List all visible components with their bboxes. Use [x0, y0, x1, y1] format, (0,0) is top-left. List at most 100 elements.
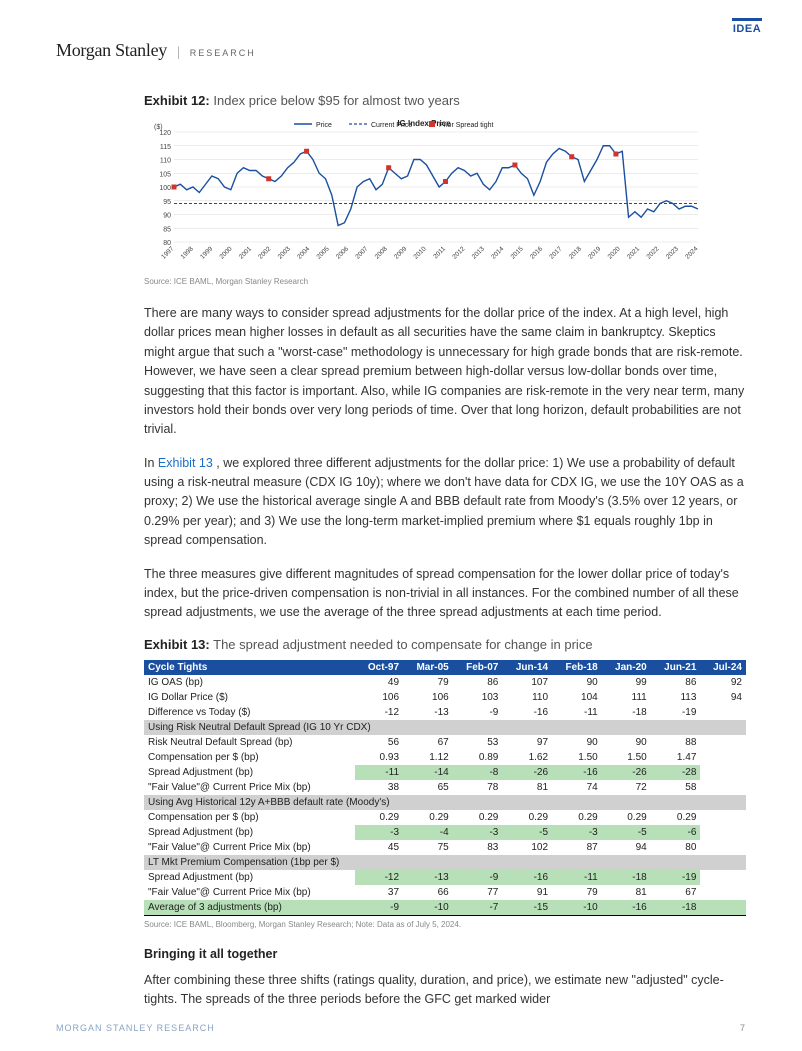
- svg-text:2022: 2022: [645, 245, 660, 260]
- table-cell: 106: [355, 690, 403, 705]
- table-cell: -5: [602, 825, 651, 840]
- table-cell: "Fair Value"@ Current Price Mix (bp): [144, 840, 355, 855]
- svg-text:2006: 2006: [335, 245, 350, 260]
- table-cell: -16: [552, 765, 602, 780]
- svg-text:2012: 2012: [451, 245, 466, 260]
- table-cell: IG OAS (bp): [144, 675, 355, 690]
- svg-text:2009: 2009: [393, 245, 408, 260]
- p2-b: , we explored three different adjustment…: [144, 456, 744, 548]
- table-cell: -18: [602, 705, 651, 720]
- svg-text:2010: 2010: [413, 245, 428, 260]
- paragraph-1: There are many ways to consider spread a…: [144, 304, 746, 440]
- footer-left: MORGAN STANLEY RESEARCH: [56, 1023, 215, 1033]
- table-cell: 113: [651, 690, 701, 705]
- table-cell: 53: [453, 735, 503, 750]
- svg-text:90: 90: [163, 213, 171, 220]
- table-cell: [700, 870, 746, 885]
- exhibit13-link[interactable]: Exhibit 13: [158, 456, 213, 470]
- table-cell: 0.29: [602, 810, 651, 825]
- table-cell: 81: [502, 780, 552, 795]
- ig-index-price-chart: IG Index PricePriceCurrent PricePrior Sp…: [144, 116, 704, 266]
- table-cell: "Fair Value"@ Current Price Mix (bp): [144, 780, 355, 795]
- table-cell: [700, 810, 746, 825]
- table-header: Cycle Tights: [144, 660, 355, 675]
- table-cell: 66: [403, 885, 453, 900]
- svg-text:2020: 2020: [607, 245, 622, 260]
- page-number: 7: [740, 1023, 746, 1033]
- table-cell: 0.29: [453, 810, 503, 825]
- table-cell: -19: [651, 870, 701, 885]
- table-cell: 72: [602, 780, 651, 795]
- table-cell: 86: [651, 675, 701, 690]
- svg-text:2000: 2000: [218, 245, 233, 260]
- table-header: Mar-05: [403, 660, 453, 675]
- table-cell: 88: [651, 735, 701, 750]
- table-cell: 0.29: [552, 810, 602, 825]
- table-subheader: Using Avg Historical 12y A+BBB default r…: [144, 795, 746, 810]
- table-cell: 79: [552, 885, 602, 900]
- svg-text:2019: 2019: [587, 245, 602, 260]
- svg-text:100: 100: [159, 185, 171, 192]
- svg-text:2018: 2018: [568, 245, 583, 260]
- exhibit12-chart: IG Index PricePriceCurrent PricePrior Sp…: [144, 116, 746, 271]
- table-header: Jun-21: [651, 660, 701, 675]
- svg-text:2017: 2017: [548, 245, 563, 260]
- exhibit13-source: Source: ICE BAML, Bloomberg, Morgan Stan…: [144, 920, 746, 929]
- table-cell: Spread Adjustment (bp): [144, 825, 355, 840]
- table-cell: 92: [700, 675, 746, 690]
- table-cell: 0.89: [453, 750, 503, 765]
- table-cell: 1.47: [651, 750, 701, 765]
- idea-line: [732, 18, 762, 21]
- table-header: Jul-24: [700, 660, 746, 675]
- table-cell: -16: [502, 870, 552, 885]
- table-cell: 78: [453, 780, 503, 795]
- exhibit12-caption: Index price below $95 for almost two yea…: [213, 93, 459, 108]
- table-cell: 74: [552, 780, 602, 795]
- table-cell: 0.29: [403, 810, 453, 825]
- table-cell: -26: [602, 765, 651, 780]
- table-cell: -11: [355, 765, 403, 780]
- table-cell: 99: [602, 675, 651, 690]
- table-header: Feb-18: [552, 660, 602, 675]
- table-header: Feb-07: [453, 660, 503, 675]
- exhibit13-table: Cycle TightsOct-97Mar-05Feb-07Jun-14Feb-…: [144, 660, 746, 916]
- table-cell: -11: [552, 705, 602, 720]
- table-cell: -3: [552, 825, 602, 840]
- table-cell: 0.29: [502, 810, 552, 825]
- table-cell: 77: [453, 885, 503, 900]
- exhibit13-caption: The spread adjustment needed to compensa…: [213, 637, 592, 652]
- table-cell: -13: [403, 870, 453, 885]
- svg-text:2015: 2015: [510, 245, 525, 260]
- table-cell: -3: [355, 825, 403, 840]
- svg-text:2023: 2023: [665, 245, 680, 260]
- exhibit13-title: Exhibit 13: The spread adjustment needed…: [144, 637, 746, 652]
- table-cell: Spread Adjustment (bp): [144, 765, 355, 780]
- table-header: Jan-20: [602, 660, 651, 675]
- svg-text:2004: 2004: [296, 245, 311, 260]
- table-cell: -13: [403, 705, 453, 720]
- table-cell: 0.29: [651, 810, 701, 825]
- table-cell: -4: [403, 825, 453, 840]
- exhibit13-num: Exhibit 13:: [144, 637, 210, 652]
- table-cell: 79: [403, 675, 453, 690]
- table-cell: -28: [651, 765, 701, 780]
- svg-text:1997: 1997: [160, 245, 175, 260]
- table-cell: 49: [355, 675, 403, 690]
- svg-text:1999: 1999: [199, 245, 214, 260]
- table-cell: -9: [453, 705, 503, 720]
- table-cell: 94: [602, 840, 651, 855]
- table-header: Oct-97: [355, 660, 403, 675]
- table-cell: -9: [355, 900, 403, 916]
- table-cell: 87: [552, 840, 602, 855]
- svg-text:1998: 1998: [180, 245, 195, 260]
- table-cell: -10: [552, 900, 602, 916]
- table-cell: 90: [552, 675, 602, 690]
- svg-text:2008: 2008: [374, 245, 389, 260]
- closing-head: Bringing it all together: [144, 947, 746, 961]
- table-cell: 0.93: [355, 750, 403, 765]
- paragraph-3: The three measures give different magnit…: [144, 565, 746, 623]
- table-cell: 67: [403, 735, 453, 750]
- table-cell: 65: [403, 780, 453, 795]
- table-cell: 1.50: [552, 750, 602, 765]
- table-cell: -15: [502, 900, 552, 916]
